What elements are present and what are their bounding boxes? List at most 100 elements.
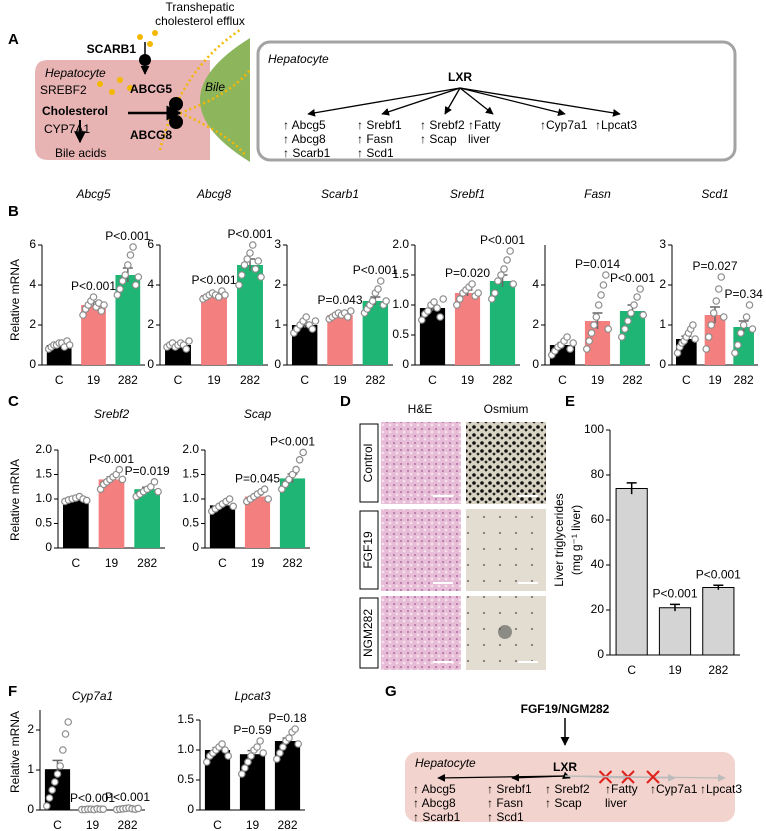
data-point xyxy=(739,321,748,329)
p-value: P<0.001 xyxy=(652,587,697,601)
data-point xyxy=(243,255,252,263)
target-gene: ↑ Scap xyxy=(420,132,457,146)
data-point xyxy=(202,758,211,766)
data-point xyxy=(285,734,293,742)
target-gene: ↑ Abcg5 xyxy=(413,782,456,796)
cross xyxy=(646,770,660,784)
x-tick-label: 282 xyxy=(282,556,302,570)
data-point xyxy=(714,285,723,293)
abcg8: ABCG8 xyxy=(130,128,172,142)
row-label: Control xyxy=(361,444,375,483)
efflux-path xyxy=(158,28,241,151)
data-point xyxy=(691,335,699,343)
target-gene: ↑ Abcg8 xyxy=(283,132,326,146)
x-tick-label: 282 xyxy=(277,818,297,831)
data-point xyxy=(302,313,311,321)
data-point xyxy=(468,280,476,288)
target-gene: ↑ Scarb1 xyxy=(413,810,461,824)
lxr: LXR xyxy=(553,760,577,774)
x-tick-label: 282 xyxy=(365,373,385,387)
x-tick-label: 19 xyxy=(207,373,221,387)
data-point xyxy=(617,333,626,341)
y-tick-label: 0 xyxy=(597,647,604,661)
y-tick-label: 2.0 xyxy=(182,442,199,456)
row-label: FGF19 xyxy=(361,531,375,569)
x-tick-label: 282 xyxy=(492,373,512,387)
y-tick-label: 6 xyxy=(29,237,36,251)
y-tick-label: 2 xyxy=(274,277,281,291)
y-tick-label: 0 xyxy=(27,802,34,816)
scale-bars xyxy=(433,495,538,663)
bile-shape xyxy=(200,38,250,162)
x-tick-label: 19 xyxy=(668,663,682,677)
bile: Bile xyxy=(205,80,225,94)
transporter xyxy=(169,97,183,111)
y-tick-label: 0 xyxy=(659,357,666,371)
column-label: Osmium xyxy=(484,402,529,416)
data-point xyxy=(214,293,223,301)
efflux-label: cholesterol efflux xyxy=(155,14,245,28)
panel-label: B xyxy=(8,203,19,220)
p-value: P=0.020 xyxy=(445,266,490,280)
target-gene: ↑ Srebf1 xyxy=(487,782,532,796)
chart-title: Srebf2 xyxy=(94,407,130,421)
y-axis-label: Relative mRNA xyxy=(8,459,22,541)
panel-d xyxy=(359,422,546,670)
data-point xyxy=(382,297,390,305)
data-point xyxy=(436,313,444,321)
data-point xyxy=(717,273,726,281)
data-point xyxy=(430,298,438,306)
target-gene: ↑ Abcg5 xyxy=(283,118,326,132)
bar xyxy=(239,754,266,810)
y-tick-label: 80 xyxy=(591,467,605,481)
data-point xyxy=(709,309,718,317)
data-point xyxy=(48,786,56,794)
y-axis-label: Relative mRNA xyxy=(8,259,22,341)
bar xyxy=(327,315,353,365)
data-point xyxy=(100,301,108,309)
data-point xyxy=(259,749,268,757)
row-label: NGM282 xyxy=(361,609,375,657)
transporter xyxy=(169,115,183,129)
x-tick-label: 19 xyxy=(333,373,347,387)
data-point xyxy=(150,478,159,486)
data-point xyxy=(734,341,742,349)
x-tick-label: C xyxy=(174,373,183,387)
data-point xyxy=(42,802,51,810)
data-point xyxy=(251,265,260,273)
y-tick-label: 0.5 xyxy=(392,327,409,341)
bar xyxy=(702,587,735,656)
y-tick-label: 1.5 xyxy=(392,267,409,281)
data-point xyxy=(99,805,108,814)
data-point xyxy=(253,743,261,751)
x-tick-label: C xyxy=(218,556,227,570)
data-point xyxy=(736,329,745,337)
y-tick-label: 1.5 xyxy=(177,712,194,726)
data-point xyxy=(689,321,697,329)
data-point xyxy=(276,749,284,757)
data-point xyxy=(374,285,382,293)
x-tick-label: C xyxy=(213,818,222,831)
y-tick-label: 1.0 xyxy=(392,297,409,311)
arrow xyxy=(564,774,726,782)
data-point xyxy=(89,293,98,301)
y-tick-label: 0 xyxy=(402,357,409,371)
x-tick-label: 282 xyxy=(622,373,642,387)
y-tick-label: 1.0 xyxy=(35,491,52,505)
data-point xyxy=(115,465,124,474)
efflux-path xyxy=(179,69,251,115)
data-point xyxy=(61,730,70,738)
data-point xyxy=(308,325,317,333)
x-tick-label: 19 xyxy=(246,818,260,831)
bar xyxy=(62,499,89,548)
y-tick-label: 0 xyxy=(192,540,199,554)
data-point xyxy=(229,502,238,511)
y-tick-label: 3 xyxy=(659,237,666,251)
y-tick-label: 1 xyxy=(659,317,666,331)
efflux-label: Transhepatic xyxy=(166,0,235,14)
panel-label: C xyxy=(8,393,19,410)
data-point xyxy=(221,746,229,754)
transporter xyxy=(139,54,151,66)
bar xyxy=(615,488,648,656)
